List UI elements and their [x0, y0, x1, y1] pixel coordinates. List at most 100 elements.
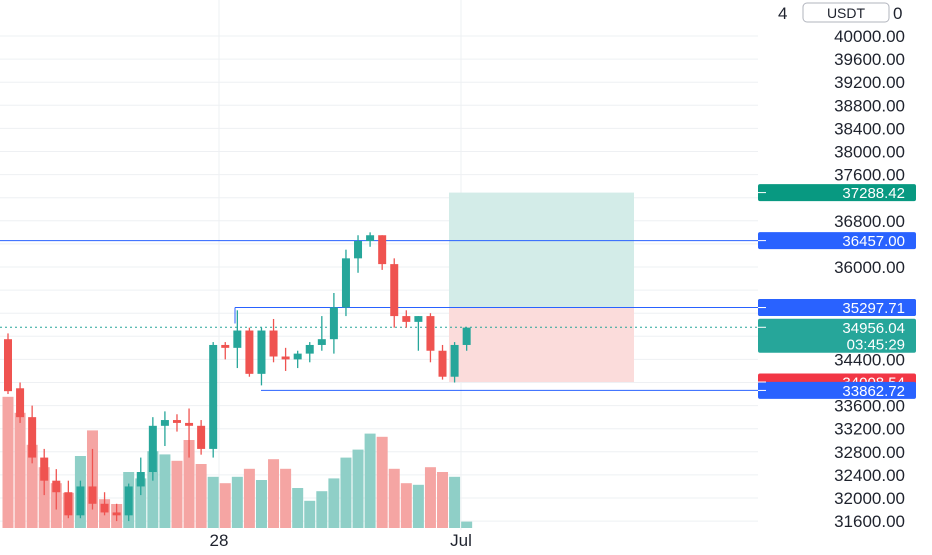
volume-bar [352, 449, 364, 528]
price-tag-value: 35297.71 [842, 300, 905, 317]
volume-bar [412, 484, 424, 528]
volume-bar [376, 436, 388, 528]
candle-body [136, 472, 145, 487]
price-tick-label: 4 [778, 4, 787, 23]
volume-bar [147, 451, 159, 528]
candle-body [185, 422, 194, 426]
candle-body [40, 457, 49, 481]
candle-body [160, 420, 169, 426]
volume-bar [304, 500, 316, 528]
price-tick-label: 34400.00 [834, 350, 905, 369]
volume-bar [268, 459, 280, 528]
candle-body [172, 420, 181, 423]
candle-body [402, 316, 411, 322]
candle-body [100, 503, 109, 513]
price-tick-label: 36000.00 [834, 258, 905, 277]
price-tag-value: 36457.00 [842, 233, 905, 250]
candle-body [293, 353, 302, 360]
price-tag-target [758, 184, 916, 202]
countdown-value: 03:45:29 [847, 336, 905, 353]
candle-body [329, 307, 338, 340]
currency-badge-frame [802, 2, 890, 23]
price-tick-label: 38000.00 [834, 143, 905, 162]
candle-body [112, 512, 121, 516]
volume-bar [437, 472, 449, 528]
currency-badge[interactable]: USDT [802, 2, 890, 23]
price-tick-label: 38800.00 [834, 96, 905, 115]
candle-body [438, 350, 447, 377]
candle-body [378, 235, 387, 265]
price-tag-last [758, 318, 916, 353]
volume-bar [231, 476, 243, 528]
candle-body [305, 344, 314, 354]
price-tick-label: 36800.00 [834, 212, 905, 231]
price-tag-value: 34956.04 [842, 320, 905, 337]
candle-body [76, 486, 85, 516]
candle-body [245, 330, 254, 374]
loss-zone [449, 307, 634, 383]
candle-body [233, 330, 242, 348]
volume-bar [14, 412, 26, 528]
candle-body [414, 316, 423, 322]
volume-bar [292, 488, 304, 528]
volume-bar [340, 457, 352, 528]
volume-bar [280, 468, 292, 528]
candle-body [462, 327, 471, 345]
candle-body [269, 330, 278, 357]
candle-body [317, 339, 326, 345]
volume-bar [26, 444, 38, 528]
candle-body [209, 344, 218, 449]
candle-body [390, 264, 399, 317]
candle-body [16, 388, 25, 418]
price-tick-label: 33600.00 [834, 397, 905, 416]
candle-body [450, 344, 459, 377]
price-tag-value: 33862.72 [842, 383, 905, 400]
volume-bar [135, 478, 147, 528]
candlesticks [4, 232, 471, 522]
volume-bar [424, 467, 436, 528]
candle-body [197, 425, 206, 449]
price-tick-label: 39600.00 [834, 50, 905, 69]
price-tag-line [758, 232, 916, 250]
price-tick-label: 0 [893, 4, 902, 23]
volume-bar [195, 464, 207, 528]
candle-body [52, 480, 61, 493]
candle-body [64, 492, 73, 516]
volume-bar [171, 460, 183, 528]
price-axis[interactable]: 40000.00 39600.00 39200.00 38800.00 38400.00… [758, 0, 932, 531]
volume-bars [2, 396, 473, 528]
price-tags: 37288.4236457.0035298.3435297.7134956.04… [758, 184, 916, 400]
volume-bar [219, 483, 231, 528]
volume-bar [2, 396, 14, 528]
price-tick-label: 33200.00 [834, 420, 905, 439]
time-axis-background [0, 530, 932, 550]
candle-body [281, 356, 290, 360]
position-zones[interactable] [449, 192, 634, 383]
candle-body [88, 486, 97, 504]
volume-bar [243, 468, 255, 528]
volume-bar [364, 433, 376, 528]
price-tick-label: 39200.00 [834, 73, 905, 92]
price-tick-label: 31600.00 [834, 512, 905, 531]
candle-body [426, 316, 435, 351]
candle-body [4, 339, 12, 392]
candle-body [341, 258, 350, 308]
candle-body [148, 425, 157, 473]
price-tick-label: 32000.00 [834, 489, 905, 508]
volume-bar [449, 476, 461, 528]
price-tick-label: 38400.00 [834, 119, 905, 138]
volume-bar [38, 467, 50, 528]
volume-bar [400, 483, 412, 528]
volume-bar [159, 454, 171, 528]
price-axis-background [758, 0, 932, 530]
candle-body [124, 486, 133, 516]
profit-zone [449, 192, 634, 308]
price-tag-line [758, 299, 916, 317]
candle-body [257, 330, 266, 374]
volume-bar [461, 521, 473, 528]
time-axis[interactable]: 28 Jul [0, 530, 932, 550]
time-tick-label: 28 [210, 531, 229, 550]
candle-body [354, 241, 363, 259]
